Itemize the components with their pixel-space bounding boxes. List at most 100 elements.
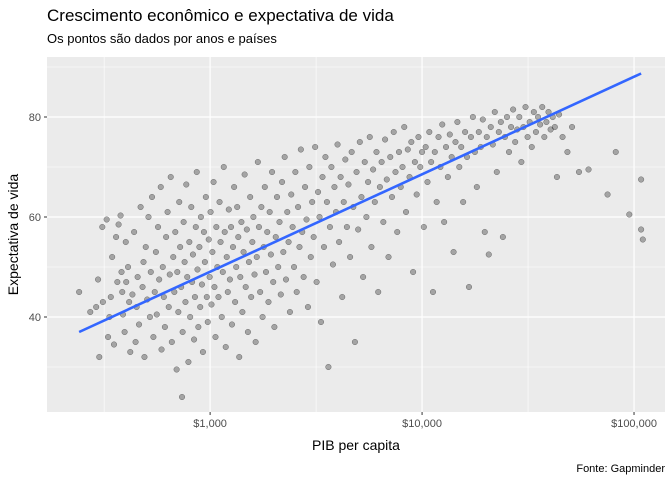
data-point <box>288 191 295 198</box>
data-point <box>326 223 333 231</box>
data-point <box>503 113 511 121</box>
data-point <box>388 193 396 201</box>
data-point <box>313 278 320 286</box>
data-point <box>201 258 208 266</box>
data-point <box>475 128 482 136</box>
data-point <box>122 238 129 246</box>
data-point <box>424 178 431 186</box>
data-point <box>297 146 304 153</box>
data-point <box>150 333 157 341</box>
data-point <box>382 136 389 143</box>
data-point <box>187 313 194 321</box>
data-point <box>280 248 287 256</box>
data-point <box>281 153 288 161</box>
data-point <box>295 203 302 211</box>
data-point <box>483 133 490 141</box>
data-point <box>240 248 247 256</box>
data-point <box>547 126 554 133</box>
data-point <box>392 168 399 176</box>
data-point <box>172 228 179 236</box>
data-point <box>376 183 383 191</box>
data-point <box>157 183 164 191</box>
data-point <box>452 138 459 146</box>
data-point <box>207 208 214 216</box>
data-point <box>180 218 187 226</box>
data-point <box>221 228 228 236</box>
data-point <box>307 253 314 261</box>
data-point <box>259 313 266 321</box>
data-point <box>182 298 189 306</box>
data-point <box>178 393 186 401</box>
data-point <box>491 108 498 116</box>
y-tick-label: 80 <box>29 112 41 124</box>
data-point <box>395 148 403 156</box>
data-point <box>142 243 149 251</box>
data-point <box>145 213 152 221</box>
data-point <box>365 178 372 186</box>
data-point <box>148 193 156 201</box>
data-point <box>368 243 375 251</box>
data-point <box>309 198 316 206</box>
data-point <box>183 181 190 188</box>
data-point <box>355 226 362 233</box>
data-point <box>356 138 363 146</box>
data-point <box>340 198 347 206</box>
data-point <box>161 323 168 331</box>
data-point <box>202 193 209 201</box>
data-point <box>245 258 253 266</box>
data-point <box>485 251 492 258</box>
data-point <box>203 293 210 301</box>
data-point <box>495 128 502 136</box>
data-point <box>348 148 355 156</box>
data-point <box>387 153 394 161</box>
data-point <box>227 223 235 231</box>
data-point <box>249 238 256 246</box>
data-point <box>208 301 215 308</box>
data-point <box>512 138 519 146</box>
data-point <box>639 236 646 243</box>
data-point <box>147 268 154 276</box>
data-point <box>216 198 223 206</box>
x-axis: $1,000 $10,000 $100,000 <box>193 412 657 430</box>
data-point <box>141 353 148 361</box>
data-point <box>200 228 207 236</box>
data-point <box>261 183 268 191</box>
data-point <box>530 108 537 116</box>
data-point <box>458 143 465 151</box>
data-point <box>167 173 174 181</box>
data-point <box>276 218 283 226</box>
data-point <box>325 363 332 371</box>
data-point <box>121 328 128 336</box>
data-point <box>217 238 224 246</box>
data-point <box>115 221 122 228</box>
data-point <box>176 198 183 206</box>
data-point <box>462 128 469 136</box>
data-point <box>300 273 307 281</box>
data-point <box>310 233 317 241</box>
y-tick-label: 40 <box>29 312 41 324</box>
data-point <box>493 168 500 176</box>
data-point <box>250 213 257 221</box>
data-point <box>378 158 385 166</box>
data-point <box>215 293 222 301</box>
data-point <box>410 268 417 276</box>
data-point <box>165 303 172 311</box>
data-point <box>189 251 197 258</box>
x-tick-label: $100,000 <box>611 418 657 430</box>
data-point <box>505 148 513 156</box>
data-point <box>197 213 204 221</box>
data-point <box>154 223 162 231</box>
data-point <box>399 163 406 171</box>
data-point <box>433 198 440 206</box>
data-point <box>467 133 474 141</box>
data-point <box>213 223 220 231</box>
data-point <box>312 143 319 151</box>
data-point <box>270 278 277 286</box>
data-point <box>196 243 203 251</box>
chart-subtitle: Os pontos são dados por anos e países <box>47 31 277 46</box>
data-point <box>428 158 435 166</box>
data-point <box>272 233 279 241</box>
data-point <box>163 233 170 241</box>
data-point <box>264 228 271 236</box>
